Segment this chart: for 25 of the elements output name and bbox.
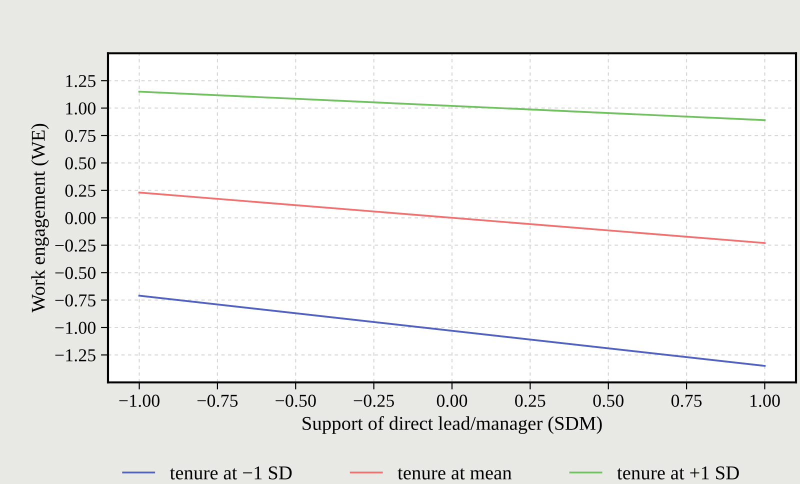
y-tick-label: −0.75 [55, 294, 96, 307]
x-tick-label: 0.00 [436, 394, 468, 407]
y-tick-label: 0.50 [65, 157, 96, 170]
legend-label: tenure at −1 SD [170, 466, 292, 480]
y-tick-label: −1.25 [55, 349, 96, 362]
legend-label: tenure at mean [398, 468, 512, 480]
y-tick-label: 1.00 [66, 102, 96, 115]
y-tick-label: 1.25 [66, 74, 96, 88]
x-tick-label: −1.00 [119, 394, 160, 407]
y-tick-label: −1.00 [55, 322, 96, 334]
x-axis-title: Support of direct lead/manager (SDM) [302, 416, 602, 434]
legend-label: tenure at +1 SD [617, 466, 739, 480]
x-tick-label: −0.75 [197, 394, 238, 407]
y-tick-label: 0.25 [65, 184, 96, 197]
y-tick-label: 0.00 [65, 212, 96, 224]
y-tick-label: −0.50 [55, 266, 96, 280]
x-tick-label: −0.50 [276, 394, 316, 407]
y-axis-title: Work engagement (WE) [31, 124, 49, 313]
y-tick-label: −0.25 [55, 239, 96, 252]
x-tick-label: 0.75 [671, 394, 702, 407]
y-tick-label: 0.75 [65, 130, 96, 142]
x-tick-label: 0.50 [593, 394, 624, 407]
x-tick-label: 0.25 [515, 394, 546, 407]
x-tick-label: 1.00 [750, 394, 780, 407]
x-tick-label: −0.25 [354, 394, 394, 407]
